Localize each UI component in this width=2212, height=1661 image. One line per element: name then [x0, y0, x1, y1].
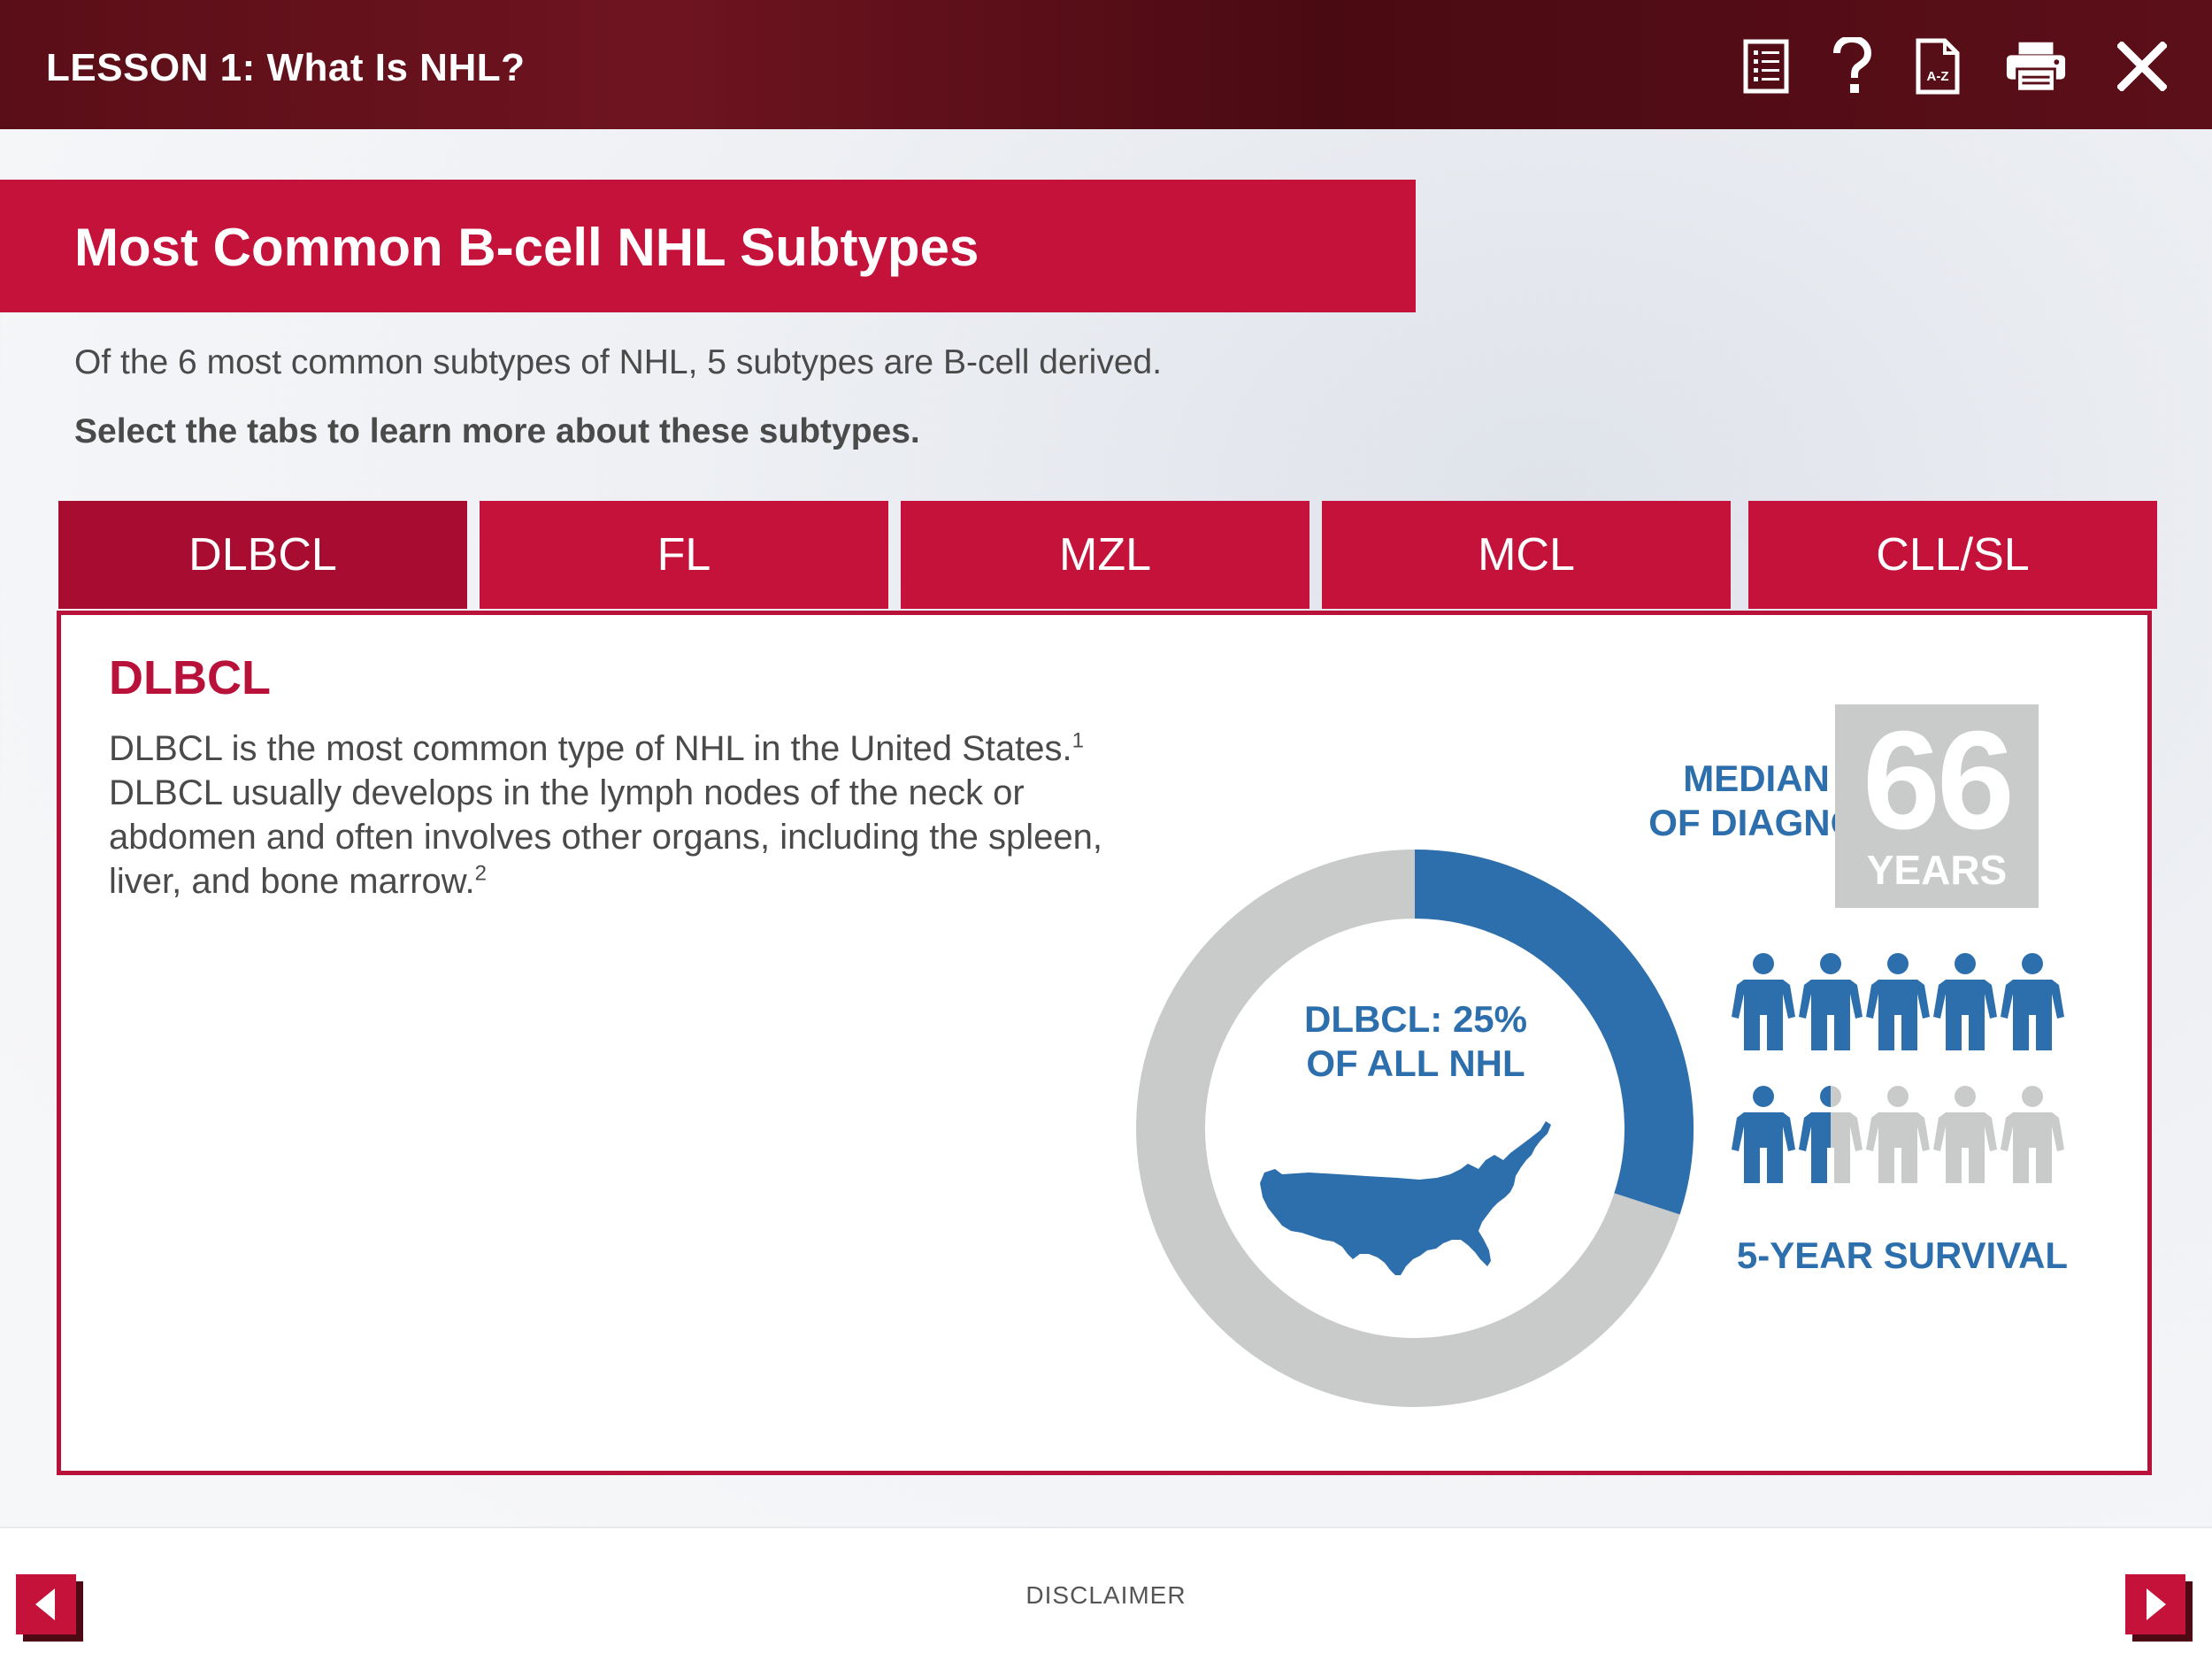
tab-panel: DLBCL DLBCL is the most common type of N… — [57, 611, 2152, 1475]
panel-heading: DLBCL — [109, 651, 271, 704]
person-icon — [1933, 953, 1997, 1050]
print-icon[interactable] — [2005, 35, 2067, 97]
tab-mzl[interactable]: MZL — [901, 501, 1310, 609]
us-map-icon — [1260, 1121, 1551, 1275]
page-title: Most Common B-cell NHL Subtypes — [74, 218, 979, 277]
document-list-icon[interactable] — [1735, 35, 1797, 97]
nhl-share-donut — [1132, 845, 1698, 1411]
survival-label: 5-YEAR SURVIVAL — [1736, 1234, 2069, 1276]
tab-dlbcl[interactable]: DLBCL — [58, 501, 467, 609]
glossary-az-icon[interactable]: A-Z — [1907, 35, 1969, 97]
arrow-right-icon — [2147, 1588, 2166, 1620]
section-banner: Most Common B-cell NHL Subtypes — [0, 180, 1416, 312]
donut-label-line2: OF ALL NHL — [1306, 1042, 1525, 1084]
median-age-box: 66 YEARS — [1835, 704, 2039, 908]
donut-dlbcl-segment — [1414, 850, 1694, 1215]
instruction-text: Select the tabs to learn more about thes… — [74, 412, 920, 450]
tab-mcl[interactable]: MCL — [1322, 501, 1731, 609]
person-icon — [1866, 1086, 1930, 1183]
tab-cll-sl[interactable]: CLL/SL — [1748, 501, 2157, 609]
tab-fl[interactable]: FL — [480, 501, 888, 609]
median-age-label: MEDIAN AGE OF DIAGNOSIS — [990, 757, 1919, 845]
person-icon — [1799, 953, 1863, 1050]
close-icon[interactable] — [2111, 35, 2173, 97]
intro-text: Of the 6 most common subtypes of NHL, 5 … — [74, 343, 1163, 381]
survival-pictogram — [1730, 953, 2084, 1236]
person-icon — [2001, 953, 2064, 1050]
footnote-ref-2[interactable]: 2 — [474, 861, 487, 886]
footnote-ref-1[interactable]: 1 — [1071, 728, 1084, 753]
footer-bar: DISCLAIMER — [0, 1526, 2212, 1661]
panel-description: DLBCL is the most common type of NHL in … — [109, 727, 1153, 904]
person-icon — [1732, 953, 1795, 1050]
median-age-unit: YEARS — [1866, 847, 2008, 893]
description-part-1: DLBCL is the most common type of NHL in … — [109, 729, 1072, 768]
median-age-label-line1: MEDIAN AGE — [1683, 757, 1919, 799]
person-icon — [1933, 1086, 1997, 1183]
median-age-value: 66 — [1863, 703, 2015, 858]
donut-center-label: DLBCL: 25% OF ALL NHL — [1217, 997, 1615, 1086]
description-part-2: DLBCL usually develops in the lymph node… — [109, 773, 1102, 901]
top-bar: LESSON 1: What Is NHL? A-Z — [0, 0, 2212, 129]
next-page-button[interactable] — [2125, 1574, 2185, 1634]
prev-page-button[interactable] — [16, 1574, 76, 1634]
lesson-title: LESSON 1: What Is NHL? — [46, 46, 526, 89]
person-icon — [1866, 953, 1930, 1050]
disclaimer-link[interactable]: DISCLAIMER — [1025, 1581, 1187, 1609]
arrow-left-icon — [35, 1588, 55, 1620]
subtype-tabs: DLBCL FL MZL MCL CLL/SL — [58, 501, 2157, 609]
person-icon — [1799, 1086, 1863, 1183]
person-icon — [2001, 1086, 2064, 1183]
help-icon[interactable] — [1821, 35, 1883, 97]
donut-label-line1: DLBCL: 25% — [1303, 998, 1528, 1040]
person-icon — [1732, 1086, 1795, 1183]
median-age-label-line2: OF DIAGNOSIS — [1648, 802, 1919, 843]
glossary-az-text: A-Z — [1927, 69, 1949, 84]
